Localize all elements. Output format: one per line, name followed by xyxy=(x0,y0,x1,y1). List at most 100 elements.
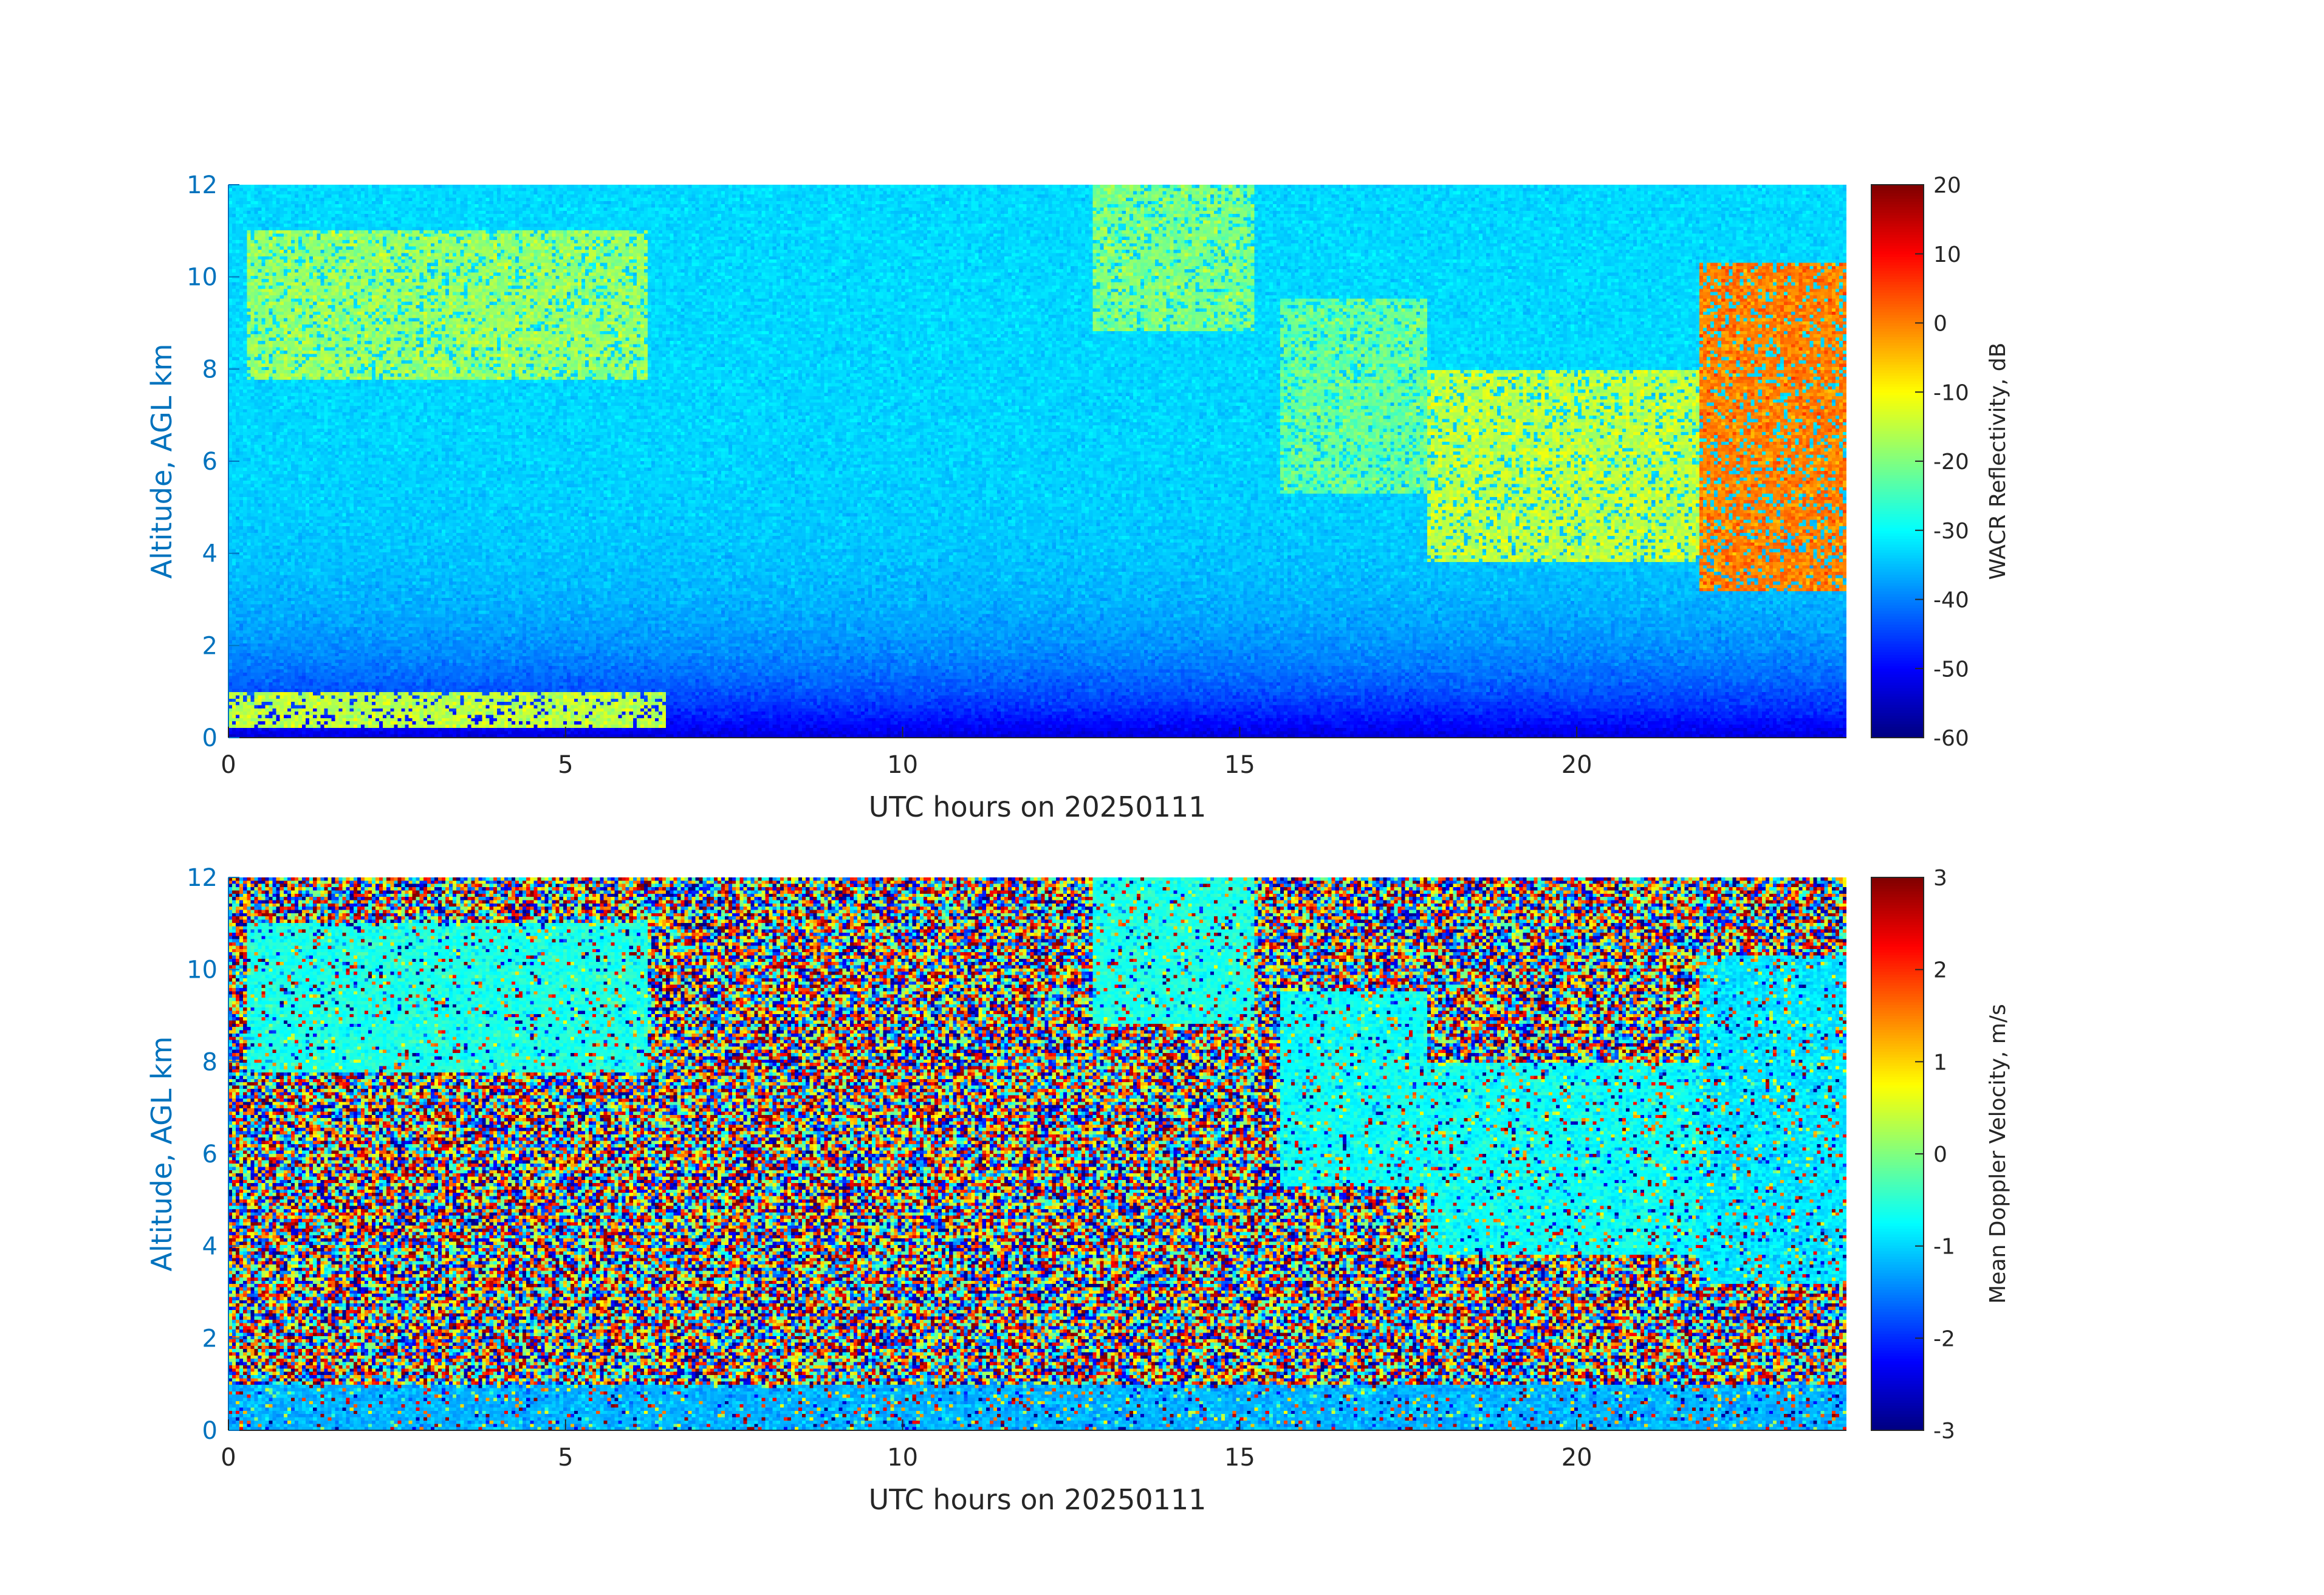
colorbar-segment xyxy=(1871,480,1924,484)
colorbar-segment xyxy=(1871,1270,1924,1274)
colorbar-segment xyxy=(1871,207,1924,210)
colorbar-segment xyxy=(1871,957,1924,961)
colorbar-segment xyxy=(1871,248,1924,252)
colorbar-segment xyxy=(1871,353,1924,357)
colorbar-segment xyxy=(1871,1372,1924,1376)
colorbar-segment xyxy=(1871,1209,1924,1213)
colorbar-segment xyxy=(1871,577,1924,581)
colorbar-segment xyxy=(1871,1226,1924,1229)
colorbar-segment xyxy=(1871,877,1924,881)
colorbar-segment xyxy=(1871,464,1924,467)
colorbar-segment xyxy=(1871,215,1924,219)
colorbar-segment xyxy=(1871,1021,1924,1024)
colorbar-segment xyxy=(1871,1046,1924,1049)
heatmap-image xyxy=(228,185,1846,738)
colorbar-segment xyxy=(1871,560,1924,564)
colorbar-segment xyxy=(1871,924,1924,928)
colorbar-segment xyxy=(1871,1333,1924,1337)
colorbar-segment xyxy=(1871,938,1924,942)
colorbar-segment xyxy=(1871,1399,1924,1404)
colorbar: -3 -2 -1 0 1 2 3 Mean Doppler Velocity, m/s xyxy=(1871,866,2010,1444)
colorbar-segment xyxy=(1871,1087,1924,1091)
colorbar-segment xyxy=(1871,1424,1924,1429)
colorbar-segment xyxy=(1871,1314,1924,1318)
colorbar-segment xyxy=(1871,690,1924,694)
colorbar-segment xyxy=(1871,436,1924,440)
y-tick-label: 6 xyxy=(202,1141,218,1168)
colorbar-segment xyxy=(1871,1350,1924,1354)
colorbar-segment xyxy=(1871,979,1924,983)
colorbar-segment xyxy=(1871,613,1924,617)
colorbar-segment xyxy=(1871,1037,1924,1041)
colorbar-segment xyxy=(1871,610,1924,614)
colorbar-segment xyxy=(1871,1383,1924,1387)
colorbar-tick-label: -20 xyxy=(1933,450,1969,475)
colorbar-segment xyxy=(1871,475,1924,478)
colorbar-segment xyxy=(1871,732,1924,736)
colorbar-segment xyxy=(1871,1325,1924,1329)
colorbar-segment xyxy=(1871,1035,1924,1038)
colorbar-segment xyxy=(1871,1104,1924,1108)
colorbar-segment xyxy=(1871,946,1924,950)
colorbar-segment xyxy=(1871,1004,1924,1008)
colorbar-segment xyxy=(1871,580,1924,583)
colorbar-segment xyxy=(1871,1068,1924,1072)
colorbar-segment xyxy=(1871,726,1924,730)
colorbar-segment xyxy=(1871,1115,1924,1119)
colorbar-segment xyxy=(1871,921,1924,925)
colorbar-segment xyxy=(1871,588,1924,592)
colorbar-segment xyxy=(1871,1079,1924,1083)
colorbar-segment xyxy=(1871,1176,1924,1179)
colorbar-segment xyxy=(1871,358,1924,362)
colorbar-tick-label: -60 xyxy=(1933,726,1969,751)
colorbar-segment xyxy=(1871,974,1924,978)
colorbar-segment xyxy=(1871,1178,1924,1182)
colorbar-segment xyxy=(1871,654,1924,658)
colorbar-segment xyxy=(1871,533,1924,537)
colorbar-segment xyxy=(1871,301,1924,304)
colorbar-segment xyxy=(1871,1167,1924,1171)
colorbar-segment xyxy=(1871,627,1924,631)
colorbar-segment xyxy=(1871,1408,1924,1411)
colorbar-segment xyxy=(1871,585,1924,589)
colorbar-tick-label: 3 xyxy=(1933,866,1947,891)
colorbar-segment xyxy=(1871,985,1924,989)
colorbar-segment xyxy=(1871,397,1924,401)
colorbar-segment xyxy=(1871,902,1924,906)
colorbar-segment xyxy=(1871,663,1924,667)
colorbar-segment xyxy=(1871,1275,1924,1279)
colorbar-segment xyxy=(1871,1394,1924,1398)
colorbar-segment xyxy=(1871,489,1924,492)
colorbar-segment xyxy=(1871,1416,1924,1420)
colorbar-segment xyxy=(1871,1369,1924,1373)
colorbar-segment xyxy=(1871,1367,1924,1370)
colorbar-segment xyxy=(1871,369,1924,373)
colorbar-segment xyxy=(1871,955,1924,958)
colorbar-segment xyxy=(1871,1295,1924,1298)
colorbar-segment xyxy=(1871,988,1924,992)
colorbar-segment xyxy=(1871,1247,1924,1251)
colorbar-segment xyxy=(1871,976,1924,980)
colorbar-segment xyxy=(1871,583,1924,586)
colorbar-segment xyxy=(1871,1032,1924,1035)
colorbar-segment xyxy=(1871,312,1924,315)
colorbar-segment xyxy=(1871,1306,1924,1309)
colorbar-segment xyxy=(1871,323,1924,326)
y-tick-label: 10 xyxy=(187,956,218,984)
colorbar-segment xyxy=(1871,351,1924,354)
colorbar-segment xyxy=(1871,273,1924,276)
colorbar-segment xyxy=(1871,1344,1924,1348)
colorbar-segment xyxy=(1871,455,1924,459)
colorbar-segment xyxy=(1871,519,1924,523)
colorbar-segment xyxy=(1871,1060,1924,1063)
colorbar-segment xyxy=(1871,1386,1924,1390)
colorbar-segment xyxy=(1871,430,1924,434)
colorbar-segment xyxy=(1871,503,1924,506)
colorbar-segment xyxy=(1871,591,1924,594)
colorbar-segment xyxy=(1871,608,1924,611)
colorbar-segment xyxy=(1871,899,1924,903)
colorbar-segment xyxy=(1871,993,1924,997)
colorbar-segment xyxy=(1871,621,1924,625)
colorbar-segment xyxy=(1871,422,1924,426)
